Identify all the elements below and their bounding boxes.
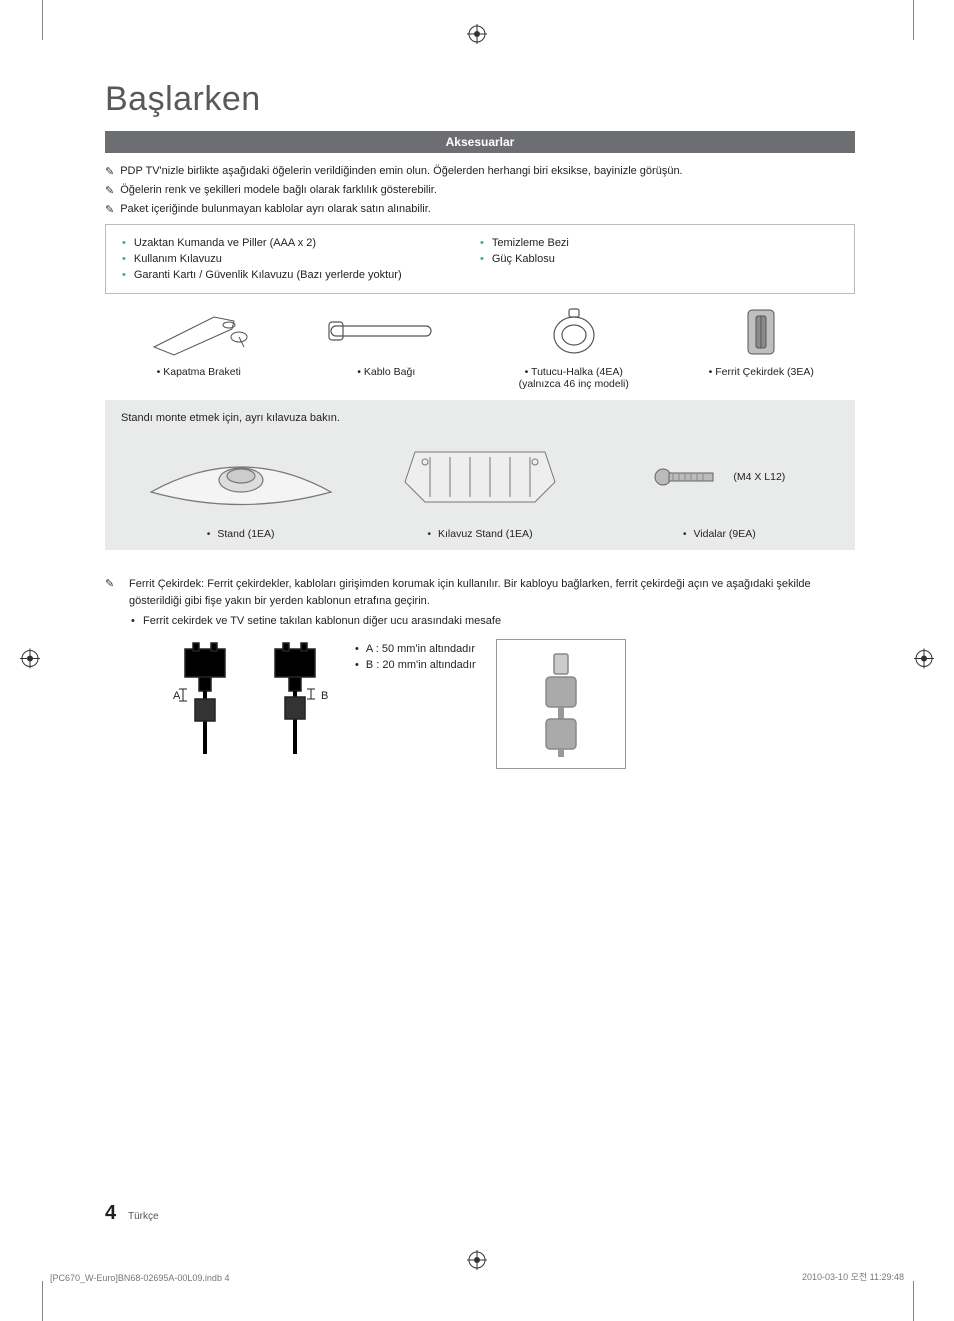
footer-timestamp: 2010-03-10 오전 11:29:48: [802, 1270, 904, 1283]
page: Başlarken Aksesuarlar ✎ PDP TV'nizle bir…: [0, 0, 954, 1321]
stand-item: Stand (1EA): [121, 432, 360, 540]
ferrite-diagram: A B: [165, 639, 335, 759]
note-icon: ✎: [105, 576, 114, 593]
holder-ring-icon: [480, 302, 668, 362]
note-text: Paket içeriğinde bulunmayan kablolar ayr…: [120, 203, 431, 215]
note-icon: ✎: [105, 184, 114, 197]
stand-base-icon: [121, 432, 360, 522]
note-text: Öğelerin renk ve şekilleri modele bağlı …: [120, 184, 437, 196]
ferrite-photo: [496, 639, 626, 769]
ferrite-note: ✎ Ferrit Çekirdek: Ferrit çekirdekler, k…: [105, 576, 855, 609]
crop-mark: [913, 1281, 914, 1321]
label-a: A: [173, 690, 181, 702]
note-icon: ✎: [105, 165, 114, 178]
registration-mark-icon: [914, 648, 934, 673]
ferrite-row: A B A : 50 mm'in altındadır B : 20 mm'in…: [105, 639, 855, 769]
note-text: PDP TV'nizle birlikte aşağıdaki öğelerin…: [120, 165, 682, 177]
ferrite-ab-list: A : 50 mm'in altındadır B : 20 mm'in alt…: [355, 639, 476, 675]
footer-filename: [PC670_W-Euro]BN68-02695A-00L09.indb 4: [50, 1273, 229, 1283]
included-items-left: Uzaktan Kumanda ve Piller (AAA x 2) Kull…: [122, 235, 480, 283]
crop-mark: [42, 0, 43, 40]
note-line: ✎ PDP TV'nizle birlikte aşağıdaki öğeler…: [105, 165, 855, 178]
stand-label: Kılavuz Stand (1EA): [360, 528, 599, 540]
accessory-label: Kapatma Braketi: [105, 366, 293, 378]
list-item: Garanti Kartı / Güvenlik Kılavuzu (Bazı …: [122, 267, 480, 283]
accessory-cell: Kablo Bağı: [293, 302, 481, 390]
stand-item: (M4 X L12) Vidalar (9EA): [600, 432, 839, 540]
ferrite-core-icon: [668, 302, 856, 362]
content-area: Başlarken Aksesuarlar ✎ PDP TV'nizle bir…: [105, 80, 855, 769]
ferrite-sub: Ferrit cekirdek ve TV setine takılan kab…: [105, 615, 855, 627]
ferrite-a: A : 50 mm'in altındadır: [355, 643, 476, 655]
page-number: 4: [105, 1202, 116, 1225]
registration-mark-icon: [467, 24, 487, 49]
accessory-cell: Tutucu-Halka (4EA)(yalnızca 46 inç model…: [480, 302, 668, 390]
label-b: B: [321, 690, 328, 702]
crop-mark: [42, 1281, 43, 1321]
note-line: ✎ Öğelerin renk ve şekilleri modele bağl…: [105, 184, 855, 197]
accessory-cell: Ferrit Çekirdek (3EA): [668, 302, 856, 390]
list-item: Güç Kablosu: [480, 251, 838, 267]
accessory-label: Ferrit Çekirdek (3EA): [668, 366, 856, 378]
stand-item: Kılavuz Stand (1EA): [360, 432, 599, 540]
accessory-cell: Kapatma Braketi: [105, 302, 293, 390]
accessory-label: Tutucu-Halka (4EA)(yalnızca 46 inç model…: [480, 366, 668, 390]
list-item: Temizleme Bezi: [480, 235, 838, 251]
crop-mark: [913, 0, 914, 40]
page-title: Başlarken: [105, 80, 855, 119]
stand-box-title: Standı monte etmek için, ayrı kılavuza b…: [121, 412, 839, 424]
stand-label: Vidalar (9EA): [600, 528, 839, 540]
guide-stand-icon: [360, 432, 599, 522]
registration-mark-icon: [467, 1250, 487, 1275]
accessory-grid: Kapatma Braketi Kablo Bağı: [105, 302, 855, 390]
stand-label: Stand (1EA): [121, 528, 360, 540]
note-icon: ✎: [105, 203, 114, 216]
included-items-right: Temizleme Bezi Güç Kablosu: [480, 235, 838, 283]
stand-box: Standı monte etmek için, ayrı kılavuza b…: [105, 400, 855, 550]
list-item: Uzaktan Kumanda ve Piller (AAA x 2): [122, 235, 480, 251]
included-items-box: Uzaktan Kumanda ve Piller (AAA x 2) Kull…: [105, 224, 855, 294]
page-language: Türkçe: [128, 1211, 159, 1222]
cable-tie-icon: [293, 302, 481, 362]
list-item: Kullanım Kılavuzu: [122, 251, 480, 267]
note-line: ✎ Paket içeriğinde bulunmayan kablolar a…: [105, 203, 855, 216]
registration-mark-icon: [20, 648, 40, 673]
screw-icon: (M4 X L12): [600, 432, 839, 522]
screw-spec: (M4 X L12): [733, 471, 785, 483]
ferrite-info: ✎ Ferrit Çekirdek: Ferrit çekirdekler, k…: [105, 576, 855, 769]
bracket-icon: [105, 302, 293, 362]
accessory-label: Kablo Bağı: [293, 366, 481, 378]
ferrite-b: B : 20 mm'in altındadır: [355, 659, 476, 671]
section-header: Aksesuarlar: [105, 131, 855, 153]
